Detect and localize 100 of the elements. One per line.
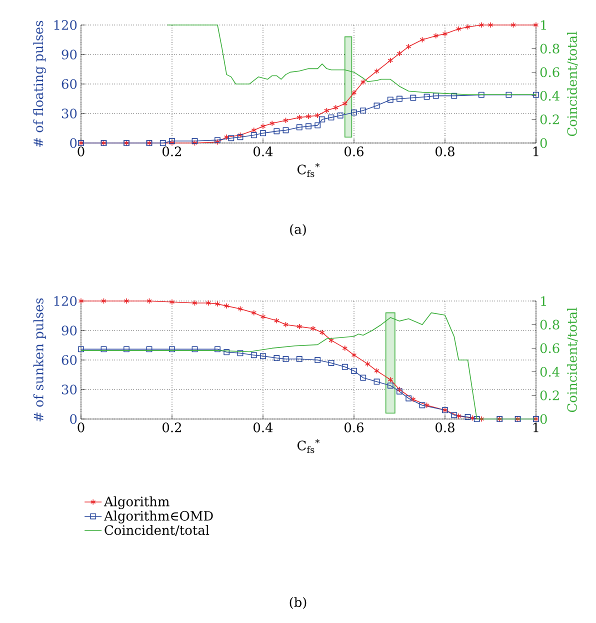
point — [192, 346, 198, 352]
point — [319, 116, 326, 122]
point — [360, 79, 366, 86]
y-tick-label: 30 — [62, 384, 77, 394]
point — [328, 114, 334, 120]
x-tick-label: 0.8 — [436, 422, 454, 432]
point — [387, 96, 394, 103]
x-axis-title: C$_{fs}$* — [298, 163, 320, 178]
y2-axis-title: Coincident/total — [566, 32, 578, 136]
point — [260, 314, 266, 320]
point — [406, 44, 412, 50]
point — [314, 122, 321, 128]
legend-label: Algorithm∈OMD — [104, 510, 213, 524]
y2-axis-title: Coincident/total — [566, 308, 578, 412]
point — [396, 50, 402, 57]
point — [237, 350, 244, 356]
point — [274, 128, 280, 134]
point — [451, 412, 458, 418]
x-tick-label: 0.2 — [162, 146, 182, 156]
point — [396, 96, 402, 102]
point — [478, 92, 484, 98]
point — [320, 329, 325, 336]
point — [351, 90, 357, 96]
y2-tick-label: 0.4 — [540, 366, 560, 377]
point — [424, 402, 430, 408]
point — [388, 57, 394, 64]
x-tick-label: 0 — [78, 146, 84, 156]
point — [206, 300, 212, 306]
point — [310, 326, 316, 332]
point — [228, 135, 234, 142]
y2-tick-label: 0.2 — [540, 390, 559, 400]
point — [388, 376, 394, 383]
point — [351, 110, 357, 116]
point — [470, 415, 475, 422]
point — [419, 402, 426, 408]
point — [260, 353, 266, 360]
point — [533, 92, 539, 98]
y-tick-label: 30 — [62, 108, 77, 118]
point — [510, 22, 516, 28]
legend-label: Algorithm — [104, 496, 170, 510]
x-tick-label: 0.8 — [436, 146, 454, 156]
point — [433, 32, 439, 39]
point — [478, 416, 484, 422]
point — [324, 108, 330, 114]
point — [282, 356, 289, 362]
point — [406, 395, 412, 402]
point — [342, 345, 348, 352]
point — [328, 337, 334, 344]
y-axis-title: # of sunken pulses — [33, 298, 46, 422]
point — [478, 22, 484, 28]
point — [410, 396, 416, 402]
point — [214, 300, 220, 307]
point — [274, 318, 280, 324]
point — [360, 108, 366, 114]
point — [78, 346, 84, 352]
y2-tick-label: 0 — [540, 414, 547, 424]
y-tick-label: 60 — [62, 355, 77, 365]
point — [314, 357, 321, 363]
x-tick-label: 0.4 — [254, 146, 273, 156]
point — [488, 22, 494, 28]
point — [410, 94, 416, 101]
y2-tick-label: 0 — [540, 138, 547, 148]
point — [456, 413, 462, 420]
point — [374, 378, 380, 385]
point — [365, 360, 370, 367]
y-tick-label: 120 — [54, 296, 77, 306]
y-axis-title: # of floating pulses — [33, 20, 46, 147]
point — [260, 123, 266, 130]
point — [374, 68, 380, 74]
point — [337, 112, 344, 118]
point — [456, 26, 462, 32]
point — [146, 298, 152, 304]
point — [465, 24, 470, 30]
point — [451, 92, 458, 99]
x-tick-label: 0.2 — [162, 422, 182, 432]
point — [506, 92, 512, 98]
x-axis-title: C$_{fs}$* — [298, 439, 320, 454]
text: (b) — [290, 597, 306, 609]
point — [224, 349, 230, 356]
y2-tick-label: 1 — [541, 20, 546, 30]
y2-tick-label: 0.6 — [540, 343, 560, 354]
y-tick-label: 0 — [70, 414, 77, 424]
point — [442, 30, 448, 37]
point — [214, 346, 220, 352]
point — [146, 346, 152, 352]
point — [260, 130, 266, 136]
point — [224, 134, 230, 140]
point — [296, 356, 302, 362]
y2-tick-label: 0.2 — [540, 114, 559, 124]
x-tick-label: 1 — [533, 422, 538, 432]
point — [169, 346, 175, 352]
point — [250, 352, 257, 358]
y2-tick-label: 0.8 — [540, 44, 560, 54]
point — [424, 94, 430, 100]
point — [306, 123, 312, 130]
x-tick-label: 0.4 — [254, 422, 273, 432]
point — [342, 364, 348, 370]
point — [333, 104, 338, 111]
point — [269, 120, 275, 126]
point — [101, 298, 106, 304]
